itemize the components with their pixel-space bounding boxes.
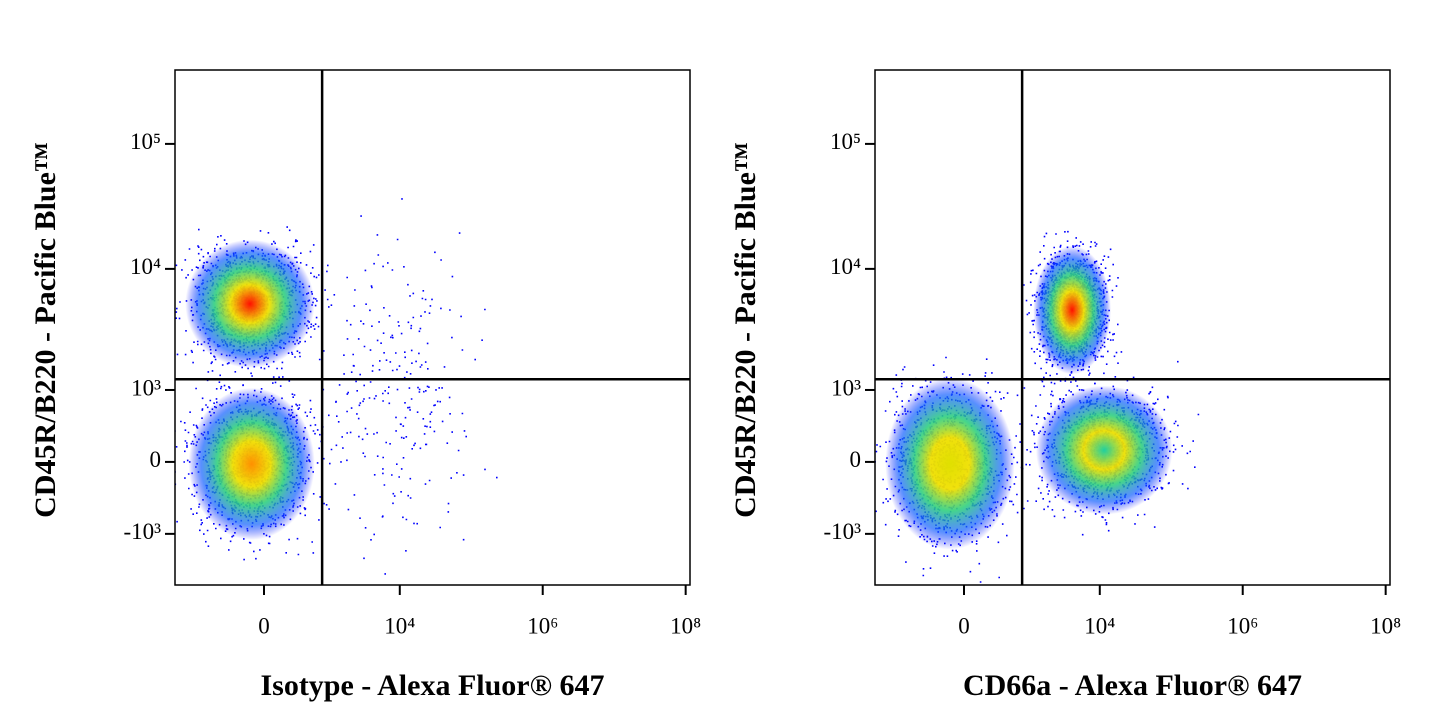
plot-panel: 0 10⁴ 10⁶ 10⁸ -10³ 0 10³ 10⁴ 10⁵ Isotype - Alexa … [29, 69, 701, 702]
x-axis-title: CD66a - Alexa Fluor® 647 [963, 669, 1302, 702]
y-tick-label: 10⁵ [130, 129, 161, 154]
y-axis-title: CD45R/B220 - Pacific Blue™ [29, 142, 62, 518]
x-axis-title: Isotype - Alexa Fluor® 647 [260, 669, 604, 702]
plot-panel: 0 10⁴ 10⁶ 10⁸ -10³ 0 10³ 10⁴ 10⁵ CD66a - Alexa Fl… [729, 69, 1401, 702]
y-axis-title: CD45R/B220 - Pacific Blue™ [729, 142, 762, 518]
x-tick-label: 10⁶ [527, 613, 558, 638]
x-tick-label: 10⁴ [1084, 613, 1115, 638]
x-tick-label: 10⁸ [670, 613, 701, 638]
populations [875, 230, 1200, 583]
y-tick-label: 10⁴ [130, 254, 161, 279]
y-tick-label: -10³ [123, 519, 161, 544]
x-tick-label: 10⁴ [384, 613, 415, 638]
density-blob [885, 377, 1015, 550]
y-tick-label: 0 [150, 447, 162, 472]
y-tick-label: 0 [850, 447, 862, 472]
density-blob [188, 387, 315, 540]
density-blob [1033, 245, 1111, 375]
y-tick-label: 10³ [831, 375, 861, 400]
x-tick-label: 10⁸ [1370, 613, 1401, 638]
event-dots [175, 358, 340, 561]
y-tick-label: 10⁴ [830, 254, 861, 279]
x-tick-label: 0 [958, 613, 970, 638]
y-tick-label: -10³ [823, 519, 861, 544]
y-tick-label: 10⁵ [830, 129, 861, 154]
plot-frame [174, 69, 691, 586]
density-blob [1035, 385, 1173, 515]
plot-frame [874, 69, 1391, 586]
populations [175, 198, 498, 575]
x-tick-label: 0 [258, 613, 270, 638]
x-tick-label: 10⁶ [1227, 613, 1258, 638]
density-blob [185, 239, 315, 368]
y-tick-label: 10³ [131, 375, 161, 400]
